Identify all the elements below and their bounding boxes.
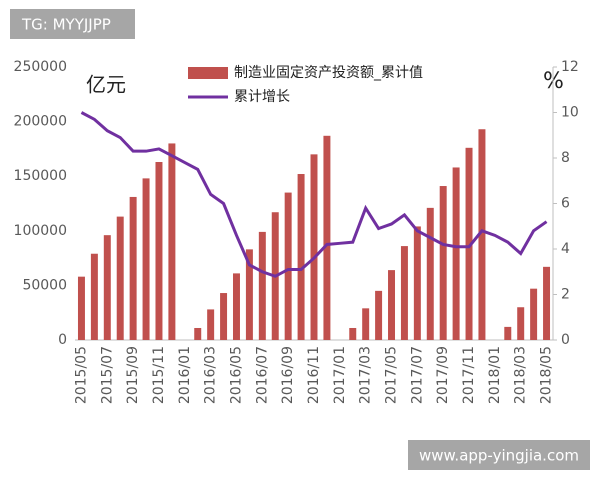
x-tick-label: 2017/07 [409,346,425,404]
x-tick-label: 2017/03 [358,346,374,404]
x-tick-label: 2015/09 [125,346,141,404]
watermark: www.app-yingjia.com [419,447,579,465]
watermark: TG: MYYJJPP [21,16,111,34]
x-tick-label: 2018/03 [513,346,529,404]
bar [452,167,460,340]
y-axis-unit: 亿元 [86,73,126,97]
legend-label: 累计增长 [234,89,290,105]
x-tick-label: 2016/01 [177,346,193,404]
x-tick-label: 2015/07 [99,346,115,404]
bar [400,246,408,340]
x-tick-label: 2016/05 [228,346,244,404]
bar [517,307,525,340]
x-tick-label: 2016/11 [306,346,322,404]
bar [232,273,240,340]
y2-tick-label: 12 [561,59,579,75]
legend-label: 制造业固定资产投资额_累计值 [234,65,423,81]
bar [426,207,434,340]
x-tick-label: 2015/05 [73,346,89,404]
bar [116,216,124,340]
bar [77,276,85,340]
y2-tick-label: 10 [561,105,579,121]
bar [220,293,228,340]
y-tick-label: 0 [58,332,67,348]
x-tick-label: 2016/09 [280,346,296,404]
watermark-box [408,440,590,470]
x-tick-label: 2017/01 [332,346,348,404]
x-tick-label: 2017/09 [435,346,451,404]
x-tick-label: 2018/01 [487,346,503,404]
y2-tick-label: 4 [561,241,570,257]
bar [168,143,176,340]
bar [478,129,486,340]
bar [362,308,370,340]
watermark-box [10,9,135,39]
bar [245,249,253,340]
bar [323,135,331,340]
y-tick-label: 200000 [14,114,67,130]
y2-tick-label: 8 [561,150,570,166]
y2-tick-label: 2 [561,287,570,303]
x-tick-label: 2016/07 [254,346,270,404]
y-tick-label: 100000 [14,223,67,239]
x-tick-label: 2016/03 [203,346,219,404]
bar [465,147,473,340]
bar [310,154,318,340]
bar [375,290,383,340]
bar [207,309,215,340]
bar [543,266,551,340]
bar [142,178,150,340]
line [80,111,548,278]
y-tick-label: 250000 [14,59,67,75]
bar [297,174,305,340]
bar [388,270,396,340]
bar [439,186,447,340]
bar [413,226,421,340]
bar [258,231,266,340]
bar [155,162,163,340]
x-tick-label: 2015/11 [151,346,167,404]
y-tick-label: 150000 [14,168,67,184]
bar [194,327,202,340]
bar [504,326,512,340]
y2-tick-label: 6 [561,196,570,212]
bar [103,235,111,340]
bar [349,327,357,340]
y2-tick-label: 0 [561,332,570,348]
x-tick-label: 2017/05 [384,346,400,404]
x-tick-label: 2017/11 [461,346,477,404]
x-tick-label: 2018/05 [539,346,555,404]
bar [129,196,137,340]
bar [530,288,538,340]
y-tick-label: 50000 [22,277,67,293]
legend-swatch [188,67,228,79]
bar [284,192,292,340]
bar [90,253,98,340]
